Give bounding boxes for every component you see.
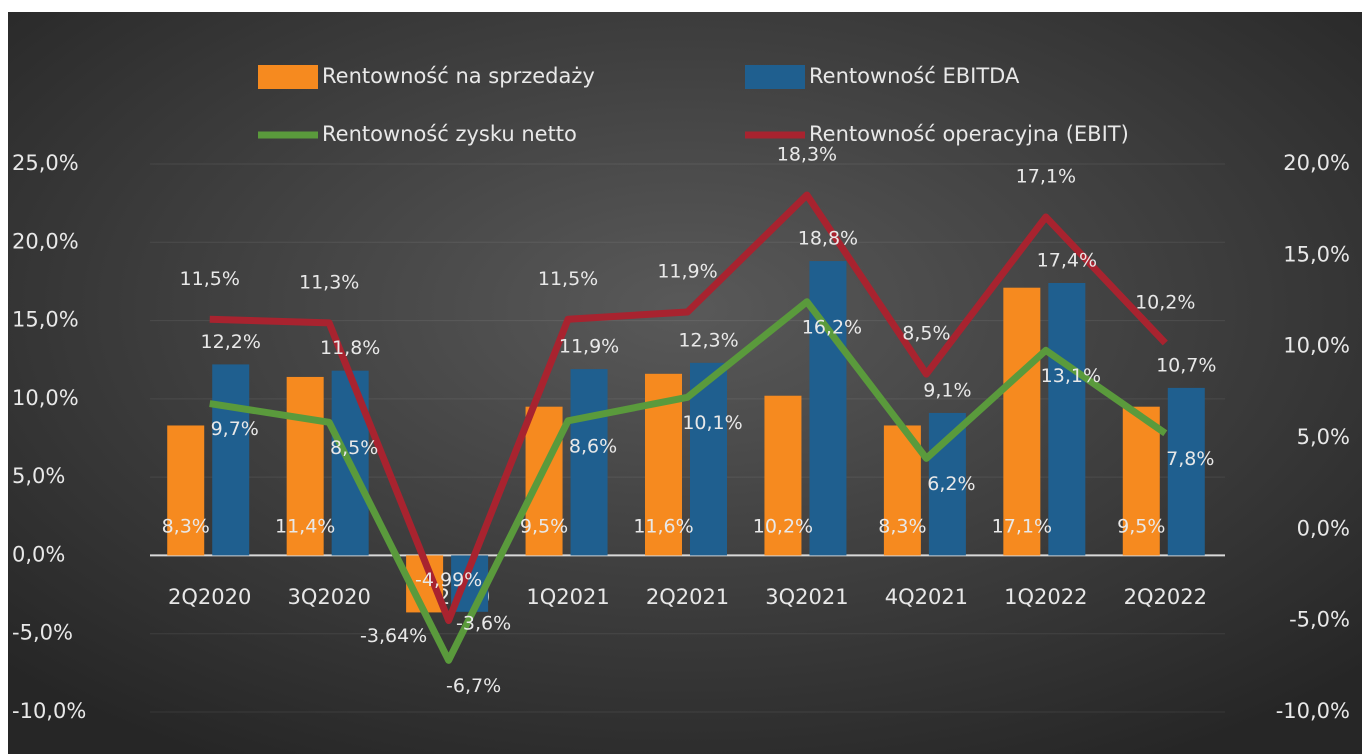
bar (525, 406, 563, 556)
y2-tick-label: 20,0% (1283, 151, 1350, 175)
line (209, 298, 1168, 664)
x-tick-label: 2Q2020 (168, 585, 251, 609)
legend-label: Rentowność operacyjna (EBIT) (809, 122, 1129, 146)
bar (570, 369, 608, 556)
bar (167, 425, 205, 556)
background (8, 12, 1362, 754)
y2-tick-label: -10,0% (1276, 699, 1350, 723)
bar (1048, 282, 1086, 556)
y-tick-label: 25,0% (12, 151, 79, 175)
legend-label: Rentowność zysku netto (322, 122, 577, 146)
value-label: 13,1% (1041, 365, 1101, 387)
x-tick-label: 4Q2021 (885, 585, 968, 609)
value-label: 10,1% (682, 412, 742, 434)
value-label: -6,7% (446, 675, 501, 697)
line (209, 191, 1168, 624)
legend-swatch (745, 65, 805, 89)
y-tick-label: 20,0% (12, 229, 79, 253)
value-label: 11,3% (299, 271, 359, 293)
x-tick-label: 1Q2021 (526, 585, 609, 609)
y2-tick-label: -5,0% (1289, 608, 1350, 632)
value-label: 9,1% (923, 379, 971, 401)
value-label: 11,4% (275, 516, 335, 538)
y2-tick-label: 10,0% (1283, 334, 1350, 358)
value-label: 11,9% (657, 260, 717, 282)
value-label: 9,5% (1117, 516, 1165, 538)
value-label: 10,7% (1156, 354, 1216, 376)
y2-tick-label: 5,0% (1297, 425, 1350, 449)
value-label: -4,99% (415, 569, 482, 591)
y-tick-label: 0,0% (12, 542, 65, 566)
value-label: 12,2% (201, 331, 261, 353)
legend-label: Rentowność na sprzedaży (322, 64, 595, 88)
bar (286, 376, 324, 556)
bar (764, 395, 802, 556)
value-label: 6,2% (927, 473, 975, 495)
bar (1003, 287, 1041, 556)
value-label: 11,6% (633, 516, 693, 538)
value-label: 8,5% (330, 437, 378, 459)
value-label: 11,9% (559, 336, 619, 358)
legend-swatch (258, 65, 318, 89)
value-label: 7,8% (1166, 448, 1214, 470)
y2-tick-label: 15,0% (1283, 242, 1350, 266)
x-tick-label: 1Q2022 (1004, 585, 1087, 609)
y-tick-label: 15,0% (12, 308, 79, 332)
value-label: -3,6% (456, 612, 511, 634)
value-label: 8,3% (878, 516, 926, 538)
value-label: 9,5% (520, 516, 568, 538)
value-label: 18,3% (777, 144, 837, 166)
value-label: 16,2% (802, 316, 862, 338)
value-label: 18,8% (798, 228, 858, 250)
x-tick-label: 2Q2022 (1124, 585, 1207, 609)
value-label: 11,8% (320, 337, 380, 359)
value-label: 17,1% (992, 516, 1052, 538)
y-tick-label: -10,0% (12, 699, 86, 723)
bar (1122, 406, 1160, 556)
y-tick-label: 10,0% (12, 386, 79, 410)
legend-label: Rentowność EBITDA (809, 64, 1020, 88)
value-label: 10,2% (753, 516, 813, 538)
value-label: 8,6% (569, 435, 617, 457)
bar (809, 261, 847, 556)
value-label: 8,5% (902, 323, 950, 345)
value-label: 8,3% (162, 516, 210, 538)
value-label: 10,2% (1135, 292, 1195, 314)
value-label: -3,64% (360, 625, 427, 647)
bar (212, 364, 250, 556)
value-label: 12,3% (678, 329, 738, 351)
bar (1167, 387, 1205, 556)
y-tick-label: 5,0% (12, 464, 65, 488)
bar (690, 362, 727, 556)
value-label: 17,1% (1016, 165, 1076, 187)
x-tick-label: 2Q2021 (646, 585, 729, 609)
value-label: 17,4% (1037, 249, 1097, 271)
y2-tick-label: 0,0% (1297, 516, 1350, 540)
value-label: 9,7% (211, 418, 259, 440)
y-tick-label: -5,0% (12, 621, 73, 645)
x-tick-label: 3Q2020 (287, 585, 370, 609)
value-label: 11,5% (180, 268, 240, 290)
x-tick-label: 3Q2021 (765, 585, 848, 609)
value-label: 11,5% (538, 268, 598, 290)
